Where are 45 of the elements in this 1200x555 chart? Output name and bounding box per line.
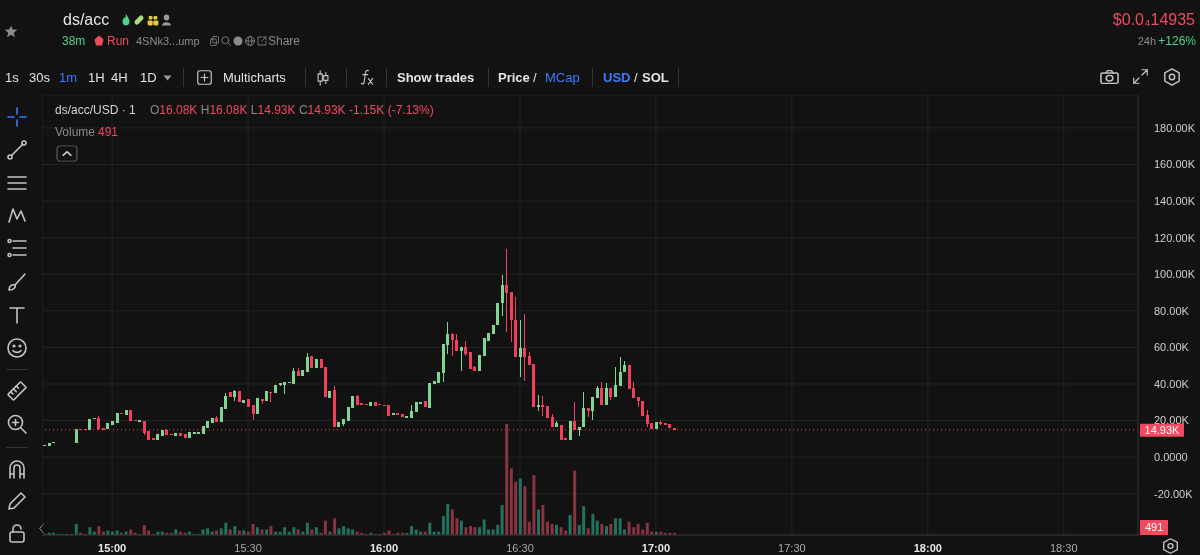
y-tick-label: 40.00K (1154, 377, 1190, 390)
x-tick-label: 15:30 (234, 542, 262, 554)
text: 491 (1140, 520, 1169, 535)
x-tick-label: 18:30 (1050, 542, 1078, 554)
text: 1m (59, 70, 78, 85)
text: SOL (642, 70, 669, 85)
text: 24h (1137, 35, 1156, 47)
text: Show trades (397, 70, 475, 85)
text: ds/acc (63, 11, 110, 28)
x-tick-label: 17:00 (641, 542, 670, 554)
y-tick-label: 180.00K (1154, 121, 1196, 134)
text: 38m (62, 34, 86, 48)
chart-subtitle: 491 (98, 125, 119, 139)
x-tick-label: 17:30 (778, 542, 806, 554)
text: Multicharts (223, 70, 286, 85)
text: 1s (5, 70, 19, 85)
text: 1D (140, 70, 157, 85)
text: 4SNk3...ump (136, 35, 200, 47)
text: +126% (1158, 34, 1196, 48)
text: 1H (88, 70, 105, 85)
x-tick-label: 15:00 (98, 542, 127, 554)
y-tick-label: -20.00K (1154, 487, 1194, 500)
text: Share (268, 34, 301, 48)
y-tick-label: 160.00K (1154, 158, 1196, 171)
x-tick-label: 18:00 (913, 542, 942, 554)
text: 4H (111, 70, 128, 85)
text: ds/acc/USD · 1 (55, 103, 136, 117)
y-tick-label: 60.00K (1154, 341, 1190, 354)
y-tick-label: 140.00K (1154, 194, 1196, 207)
text: Price (498, 70, 530, 85)
y-tick-label: 0.0000 (1154, 451, 1188, 463)
text: / (634, 70, 638, 85)
chart-title: Volume (55, 125, 96, 139)
text: Run (107, 34, 130, 48)
y-tick-label: 80.00K (1154, 304, 1190, 317)
x-tick-label: 16:30 (506, 542, 534, 554)
y-tick-label: 100.00K (1154, 268, 1196, 281)
text: / (533, 70, 537, 85)
text: O16.08K H16.08K L14.93K C14.93K -1.15K (-7.13%) (150, 103, 434, 117)
text: $0.0₄14935 (1112, 11, 1195, 28)
text: USD (603, 70, 631, 85)
x-tick-label: 16:00 (369, 542, 399, 554)
y-tick-label: 120.00K (1154, 231, 1196, 244)
text: MCap (545, 70, 580, 85)
text: 30s (29, 70, 50, 85)
